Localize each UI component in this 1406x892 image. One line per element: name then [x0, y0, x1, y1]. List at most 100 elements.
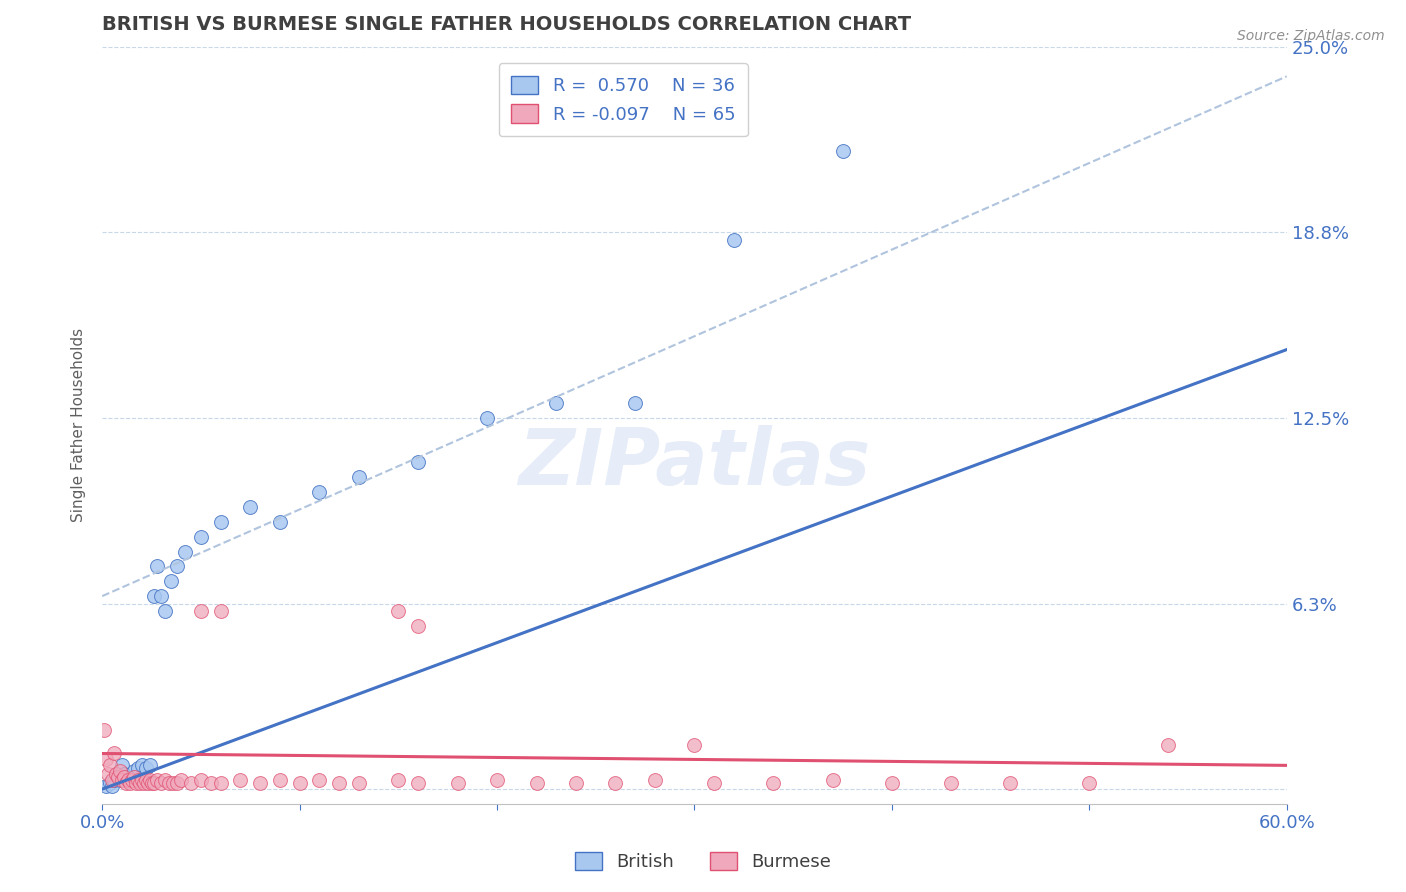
- Point: [157, 776, 180, 790]
- Point: [406, 776, 429, 790]
- Point: [347, 470, 370, 484]
- Text: ZIPatlas: ZIPatlas: [519, 425, 870, 501]
- Point: [1000, 776, 1022, 790]
- Point: [387, 773, 409, 788]
- Point: [107, 770, 129, 784]
- Point: [200, 776, 222, 790]
- Point: [117, 773, 139, 788]
- Point: [131, 773, 153, 788]
- Point: [96, 779, 118, 793]
- Point: [132, 776, 155, 790]
- Legend: R =  0.570    N = 36, R = -0.097    N = 65: R = 0.570 N = 36, R = -0.097 N = 65: [499, 63, 748, 136]
- Y-axis label: Single Father Households: Single Father Households: [72, 328, 86, 523]
- Point: [162, 776, 184, 790]
- Point: [166, 776, 188, 790]
- Point: [328, 776, 350, 790]
- Point: [155, 604, 177, 618]
- Point: [117, 773, 139, 788]
- Point: [723, 233, 745, 247]
- Point: [565, 776, 588, 790]
- Point: [1157, 738, 1180, 752]
- Point: [150, 776, 173, 790]
- Point: [209, 604, 232, 618]
- Point: [155, 773, 177, 788]
- Point: [831, 144, 853, 158]
- Point: [127, 773, 149, 788]
- Point: [112, 770, 135, 784]
- Point: [170, 773, 193, 788]
- Point: [108, 764, 131, 779]
- Point: [142, 589, 165, 603]
- Point: [135, 761, 157, 775]
- Point: [166, 559, 188, 574]
- Point: [486, 773, 509, 788]
- Point: [762, 776, 785, 790]
- Point: [103, 747, 125, 761]
- Point: [101, 779, 124, 793]
- Point: [112, 767, 135, 781]
- Point: [406, 455, 429, 469]
- Point: [209, 515, 232, 529]
- Point: [624, 396, 647, 410]
- Point: [108, 773, 131, 788]
- Point: [141, 776, 163, 790]
- Point: [174, 544, 197, 558]
- Point: [121, 770, 143, 784]
- Point: [880, 776, 903, 790]
- Point: [122, 770, 145, 784]
- Point: [98, 776, 121, 790]
- Point: [135, 773, 157, 788]
- Point: [121, 773, 143, 788]
- Point: [105, 767, 128, 781]
- Point: [127, 761, 149, 775]
- Point: [98, 758, 121, 772]
- Point: [97, 767, 120, 781]
- Point: [190, 530, 212, 544]
- Point: [128, 776, 150, 790]
- Point: [111, 773, 134, 788]
- Point: [103, 773, 125, 788]
- Point: [115, 770, 138, 784]
- Point: [190, 773, 212, 788]
- Point: [269, 773, 291, 788]
- Point: [150, 589, 173, 603]
- Point: [122, 764, 145, 779]
- Point: [180, 776, 202, 790]
- Point: [406, 619, 429, 633]
- Point: [288, 776, 311, 790]
- Point: [229, 773, 252, 788]
- Point: [209, 776, 232, 790]
- Legend: British, Burmese: British, Burmese: [568, 845, 838, 879]
- Point: [644, 773, 666, 788]
- Point: [136, 776, 159, 790]
- Point: [138, 758, 160, 772]
- Point: [125, 776, 148, 790]
- Point: [142, 776, 165, 790]
- Point: [387, 604, 409, 618]
- Point: [146, 559, 169, 574]
- Point: [190, 604, 212, 618]
- Point: [239, 500, 262, 514]
- Point: [249, 776, 271, 790]
- Point: [605, 776, 627, 790]
- Point: [446, 776, 468, 790]
- Point: [526, 776, 548, 790]
- Point: [107, 770, 129, 784]
- Point: [546, 396, 568, 410]
- Text: BRITISH VS BURMESE SINGLE FATHER HOUSEHOLDS CORRELATION CHART: BRITISH VS BURMESE SINGLE FATHER HOUSEHO…: [103, 15, 911, 34]
- Point: [703, 776, 725, 790]
- Point: [131, 758, 153, 772]
- Point: [1078, 776, 1101, 790]
- Point: [475, 410, 498, 425]
- Point: [96, 752, 118, 766]
- Point: [105, 767, 128, 781]
- Point: [269, 515, 291, 529]
- Point: [138, 773, 160, 788]
- Point: [308, 773, 330, 788]
- Point: [115, 776, 138, 790]
- Text: Source: ZipAtlas.com: Source: ZipAtlas.com: [1237, 29, 1385, 43]
- Point: [111, 758, 134, 772]
- Point: [160, 574, 183, 589]
- Point: [939, 776, 962, 790]
- Point: [101, 773, 124, 788]
